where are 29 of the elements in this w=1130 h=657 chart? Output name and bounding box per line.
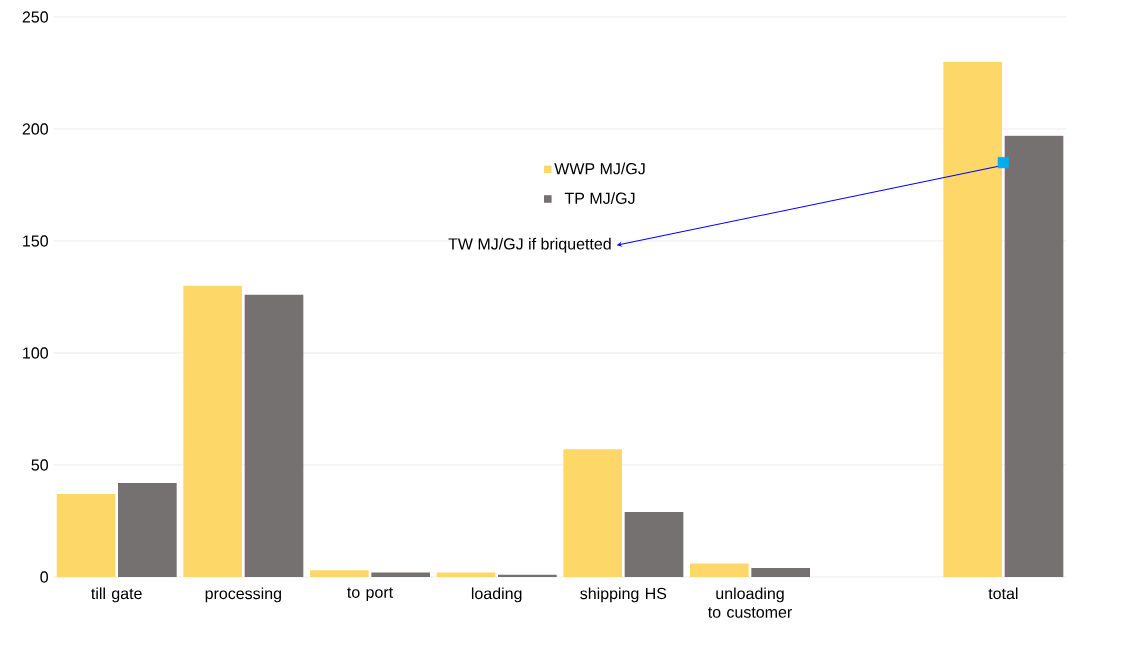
bar — [751, 568, 811, 577]
y-tick-label: 100 — [23, 347, 48, 359]
x-tick-label: loading — [471, 587, 522, 603]
y-tick-label: 50 — [31, 459, 49, 471]
bar — [624, 512, 684, 577]
legend-label: TP MJ/GJ — [564, 192, 635, 204]
x-tick-label: till gate — [91, 587, 142, 603]
bar — [563, 449, 623, 577]
x-tick-label: to port — [347, 587, 393, 602]
y-tick-label: 150 — [23, 235, 48, 247]
bar — [118, 482, 177, 577]
x-tick-label: processing — [205, 587, 281, 603]
legend-label: WWP MJ/GJ — [554, 162, 645, 175]
bar — [498, 574, 557, 577]
x-tick-label: shipping HS — [580, 587, 667, 603]
y-tick-label: 250 — [22, 11, 48, 23]
bar — [56, 494, 116, 577]
bar — [1004, 135, 1064, 577]
bar — [943, 61, 1003, 577]
y-tick-label: 200 — [22, 123, 48, 135]
bar — [371, 572, 431, 577]
x-tick-label: unloading to customer — [708, 587, 792, 618]
bar — [310, 570, 369, 577]
y-tick-label: 0 — [40, 571, 49, 583]
bar — [244, 294, 304, 577]
bar — [183, 285, 243, 577]
x-tick-label: total — [988, 587, 1018, 600]
text: TW MJ/GJ if briquetted — [448, 237, 611, 253]
bar — [690, 563, 749, 577]
